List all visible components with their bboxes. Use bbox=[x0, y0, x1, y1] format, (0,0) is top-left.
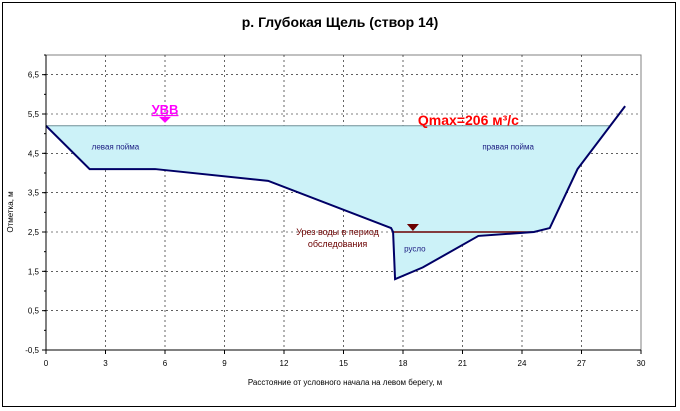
channel-label: русло bbox=[404, 245, 426, 254]
survey-label-line2: обследования bbox=[308, 239, 368, 249]
chart-title: р. Глубокая Щель (створ 14) bbox=[242, 14, 439, 30]
x-tick-label: 12 bbox=[280, 359, 289, 368]
left-floodplain-label: левая пойма bbox=[92, 142, 140, 151]
survey-level-marker bbox=[406, 224, 419, 231]
x-tick-label: 30 bbox=[637, 359, 646, 368]
y-tick-label: 4,5 bbox=[28, 149, 40, 158]
y-tick-label: 1,5 bbox=[28, 267, 40, 276]
y-tick-label: 2,5 bbox=[28, 228, 40, 237]
x-tick-label: 27 bbox=[577, 359, 586, 368]
uvv-label: УВВ bbox=[152, 102, 179, 117]
x-axis-label: Расстояние от условного начала на левом … bbox=[248, 378, 442, 387]
y-tick-label: -0,5 bbox=[25, 346, 39, 355]
y-axis-label: Отметка, м bbox=[6, 191, 15, 232]
x-tick-label: 0 bbox=[44, 359, 49, 368]
x-tick-label: 24 bbox=[518, 359, 527, 368]
x-tick-label: 15 bbox=[339, 359, 348, 368]
y-tick-label: 0,5 bbox=[28, 307, 40, 316]
annotations: УВВ Qmax=206 м³/с левая пойма правая пойма р… bbox=[92, 102, 535, 254]
survey-label-line1: Урез воды в период bbox=[296, 227, 379, 237]
y-tick-label: 3,5 bbox=[28, 189, 40, 198]
cross-section-profile bbox=[45, 105, 626, 281]
series-lines bbox=[45, 105, 626, 281]
x-tick-label: 3 bbox=[103, 359, 108, 368]
x-tick-label: 21 bbox=[458, 359, 467, 368]
tick-labels: 0 3 6 9 12 15 18 21 24 27 30 -0,5 0,5 1,5 2,5 3,5 4,5 5,5… bbox=[25, 71, 646, 368]
right-floodplain-label: правая пойма bbox=[482, 142, 534, 151]
uvv-marker bbox=[159, 116, 171, 123]
axes bbox=[42, 54, 642, 354]
qmax-label: Qmax=206 м³/с bbox=[418, 112, 519, 128]
x-tick-label: 6 bbox=[163, 359, 168, 368]
x-tick-label: 9 bbox=[222, 359, 227, 368]
y-tick-label: 5,5 bbox=[28, 110, 40, 119]
x-tick-label: 18 bbox=[399, 359, 408, 368]
y-tick-label: 6,5 bbox=[28, 71, 40, 80]
